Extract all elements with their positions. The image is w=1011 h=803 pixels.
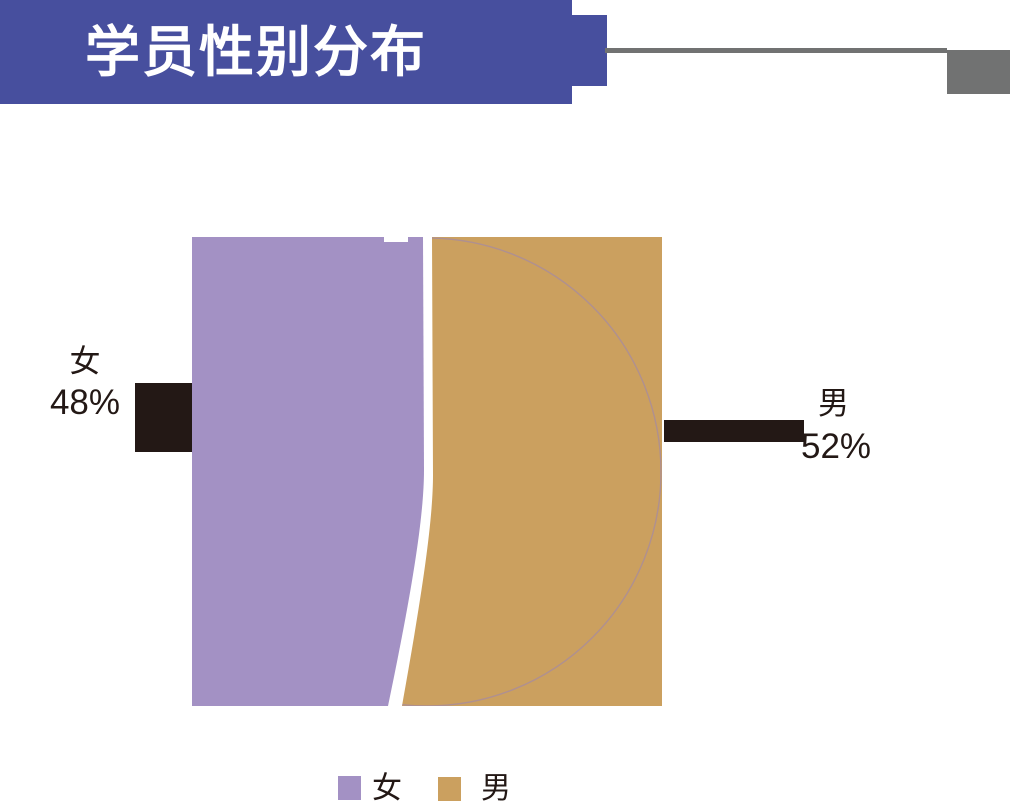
header-connector-end-block (947, 50, 1010, 94)
slice-top-notch (384, 237, 408, 242)
title-banner: 学员性别分布 (0, 0, 572, 104)
legend-swatch-female (338, 776, 361, 800)
legend-label-female: 女 (372, 772, 402, 803)
pie-slice-male (402, 237, 662, 706)
callout-label-female: 女 (69, 344, 101, 379)
banner-tab-shape (572, 15, 607, 86)
header-connector-line (605, 48, 947, 53)
pie-slice-female (192, 237, 424, 706)
callout-value-female: 48% (49, 383, 121, 422)
page-title: 学员性别分布 (85, 20, 428, 83)
callout-bar-male (664, 420, 804, 442)
legend-swatch-male (438, 777, 461, 801)
callout-bar-female (135, 383, 192, 452)
callout-label-male: 男 (818, 386, 849, 421)
callout-value-male: 52% (801, 427, 872, 466)
legend-label-male: 男 (481, 772, 511, 803)
